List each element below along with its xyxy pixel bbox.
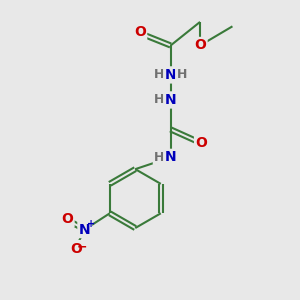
- Text: H: H: [154, 93, 165, 106]
- Text: N: N: [165, 68, 176, 82]
- Text: H: H: [154, 151, 165, 164]
- Text: O: O: [196, 136, 208, 150]
- Text: H: H: [154, 68, 165, 81]
- Text: N: N: [165, 93, 176, 107]
- Text: H: H: [177, 68, 187, 81]
- Text: −: −: [77, 241, 88, 254]
- Text: N: N: [79, 223, 91, 236]
- Text: O: O: [134, 25, 146, 39]
- Text: O: O: [70, 242, 82, 256]
- Text: N: N: [165, 150, 176, 164]
- Text: O: O: [61, 212, 73, 226]
- Text: +: +: [87, 219, 95, 229]
- Text: O: O: [194, 38, 206, 52]
